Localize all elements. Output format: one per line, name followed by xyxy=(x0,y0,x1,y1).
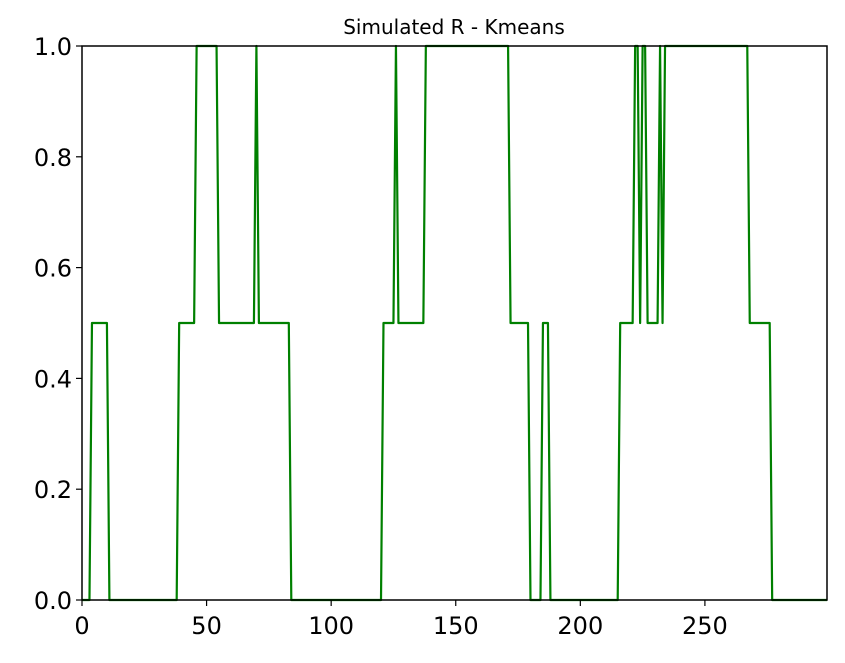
plot-frame xyxy=(81,45,828,601)
y-tick-label: 0.4 xyxy=(34,365,72,393)
y-tick-label: 0.6 xyxy=(34,255,72,283)
y-tick-label: 0.2 xyxy=(34,476,72,504)
x-tick-label: 200 xyxy=(557,612,603,640)
x-tick-label: 100 xyxy=(308,612,354,640)
x-tick-label: 250 xyxy=(682,612,728,640)
series-line-0 xyxy=(82,44,827,602)
y-tick-label: 0.0 xyxy=(34,587,72,615)
x-tick-label: 50 xyxy=(191,612,222,640)
y-axis: 0.0 0.2 0.4 0.6 0.8 1.0 xyxy=(34,33,82,615)
chart-title: Simulated R - Kmeans xyxy=(343,15,565,39)
series-layer xyxy=(82,44,827,602)
x-tick-label: 150 xyxy=(433,612,479,640)
y-tick-label: 1.0 xyxy=(34,33,72,61)
y-tick-label: 0.8 xyxy=(34,144,72,172)
x-axis: 0 50 100 150 200 250 xyxy=(74,600,728,640)
x-tick-label: 0 xyxy=(74,612,89,640)
